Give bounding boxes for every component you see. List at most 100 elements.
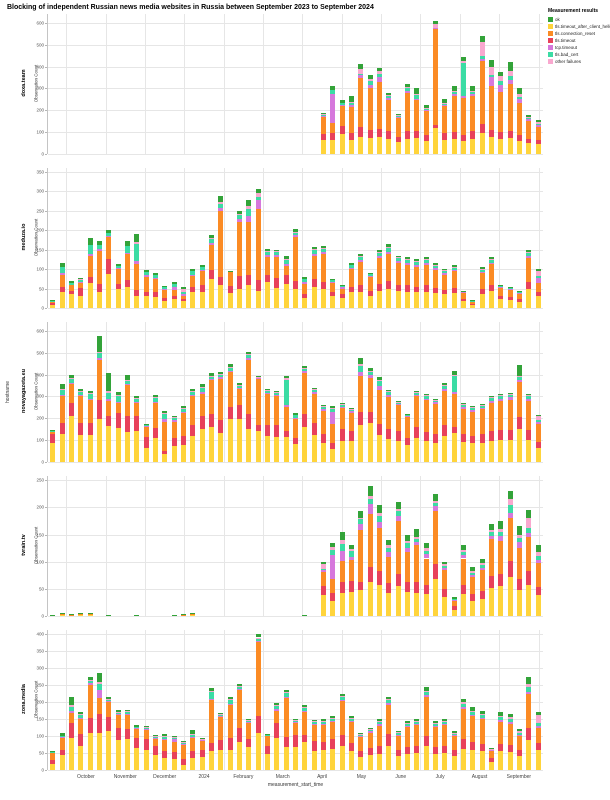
bar-segment-tls.bad_cert <box>190 391 196 396</box>
bar-segment-tls.bad_cert <box>507 76 513 80</box>
bar-segment-tcp.timeout <box>311 392 317 395</box>
bar-segment-other failures <box>349 717 355 719</box>
bar-segment-tls.connection_reset <box>517 102 523 136</box>
gridline-vertical <box>145 322 147 462</box>
bar-segment-tls.timeout <box>330 443 336 450</box>
bar-segment-tls.timeout <box>405 581 411 592</box>
bar-segment-tls.connection_reset <box>442 569 448 589</box>
bar-segment-tcp.timeout <box>367 85 373 89</box>
bar-segment-ok <box>311 720 317 722</box>
bar-segment-tls.connection_reset <box>517 293 523 300</box>
bar-segment-ok <box>78 277 84 279</box>
bar-segment-ok <box>395 400 401 402</box>
bar-segment-tls.connection_reset <box>377 390 383 424</box>
bar-segment-tls.timeout <box>433 434 439 443</box>
legend-item: tcp.timeout <box>548 45 610 50</box>
bar-segment-other failures <box>199 386 205 388</box>
bar-segment-tls.timeout <box>423 135 429 141</box>
bar-segment-ok <box>283 375 289 378</box>
bar-segment-tcp.timeout <box>339 550 345 561</box>
bar-segment-tls.timeout <box>87 276 93 283</box>
bar-segment-tcp.timeout <box>96 690 102 698</box>
bar-segment-other failures <box>115 711 121 713</box>
bar-segment-tls.timeout_after_client_hello <box>358 589 364 616</box>
bar-segment-tls.timeout_after_client_hello <box>180 764 186 770</box>
bar-segment-tcp.timeout <box>386 551 392 558</box>
bar-segment-other failures <box>302 367 308 369</box>
bar-segment-tls.bad_cert <box>106 233 112 236</box>
bar-segment-tcp.timeout <box>171 420 177 422</box>
bar-segment-tls.connection_reset <box>339 560 345 583</box>
bar-segment-tls.connection_reset <box>526 121 532 139</box>
bar-segment-ok <box>451 597 457 599</box>
bar-segment-tcp.timeout <box>526 256 532 259</box>
bar-segment-tls.bad_cert <box>115 266 121 268</box>
gridline-vertical <box>145 476 147 616</box>
bar-segment-other failures <box>442 721 448 723</box>
bar-segment-tls.connection_reset <box>339 288 345 295</box>
gridline-horizontal <box>48 22 543 24</box>
bar-segment-tls.connection_reset <box>311 394 317 423</box>
bar-segment-tcp.timeout <box>423 263 429 266</box>
bar-segment-other failures <box>498 76 504 81</box>
bar-segment-other failures <box>377 70 383 75</box>
bar-segment-other failures <box>526 518 532 528</box>
gridline-vertical <box>459 322 461 462</box>
bar-segment-tls.bad_cert <box>395 115 401 117</box>
bar-segment-tls.timeout <box>321 133 327 141</box>
bar-segment-tls.connection_reset <box>218 210 224 277</box>
y-tick-label: 100 <box>36 559 44 565</box>
bar-segment-tls.bad_cert <box>386 96 392 99</box>
bar-segment-tls.connection_reset <box>68 384 74 403</box>
bar-segment-other failures <box>517 731 523 733</box>
bar-segment-other failures <box>311 389 317 390</box>
bar-segment-ok <box>526 249 532 252</box>
bar-segment-tcp.timeout <box>162 419 168 422</box>
bar-segment-ok <box>423 257 429 260</box>
y-tick-label: 50 <box>38 586 44 592</box>
bar-segment-tls.connection_reset <box>367 732 373 748</box>
bar-segment-ok <box>180 741 186 743</box>
bar-segment-tls.timeout <box>470 741 476 751</box>
bar-segment-other failures <box>274 251 280 253</box>
facet-label-meduza.io: meduza.io <box>21 223 27 251</box>
bar-segment-ok <box>461 698 467 703</box>
bar-segment-tls.bad_cert <box>405 414 411 417</box>
bar-segment-tls.timeout <box>423 584 429 595</box>
bar-segment-tls.bad_cert <box>152 397 158 402</box>
bar-segment-tls.timeout_after_client_hello <box>162 453 168 462</box>
bar-segment-ok <box>106 230 112 234</box>
bar-segment-ok <box>386 696 392 700</box>
bar-segment-tls.bad_cert <box>339 404 345 407</box>
bar-segment-other failures <box>377 252 383 254</box>
bar-segment-tls.connection_reset <box>489 750 495 759</box>
bar-segment-tls.connection_reset <box>199 271 205 285</box>
bar-segment-tcp.timeout <box>78 281 84 284</box>
bar-segment-tls.bad_cert <box>330 550 336 555</box>
bar-segment-tcp.timeout <box>162 288 168 291</box>
bar-segment-tls.timeout <box>498 132 504 139</box>
bar-segment-tls.connection_reset <box>498 400 504 431</box>
bar-segment-ok <box>535 712 541 716</box>
gridline-horizontal <box>48 44 543 46</box>
bar-segment-tls.bad_cert <box>442 385 448 389</box>
bar-segment-tcp.timeout <box>180 294 186 296</box>
bar-segment-tls.bad_cert <box>68 282 74 285</box>
bar-segment-tls.timeout_after_client_hello <box>106 273 112 308</box>
bar-segment-ok <box>442 269 448 271</box>
bar-segment-other failures <box>386 246 392 248</box>
legend-item: tls.bad_cert <box>548 52 610 57</box>
bar-segment-tls.timeout <box>134 738 140 748</box>
x-tick-label-july: July <box>435 774 445 780</box>
y-tick-mark <box>45 719 47 721</box>
bar-segment-ok <box>489 59 495 67</box>
bar-segment-tls.connection_reset <box>517 547 523 580</box>
bar-segment-tcp.timeout <box>451 735 457 737</box>
bar-segment-other failures <box>208 238 214 240</box>
bar-segment-tcp.timeout <box>367 374 373 378</box>
y-tick-mark <box>45 418 47 420</box>
bar-segment-tls.connection_reset <box>246 222 252 275</box>
bar-segment-tcp.timeout <box>461 407 467 409</box>
bar-segment-tls.bad_cert <box>470 407 476 410</box>
bar-segment-tls.bad_cert <box>395 511 401 516</box>
